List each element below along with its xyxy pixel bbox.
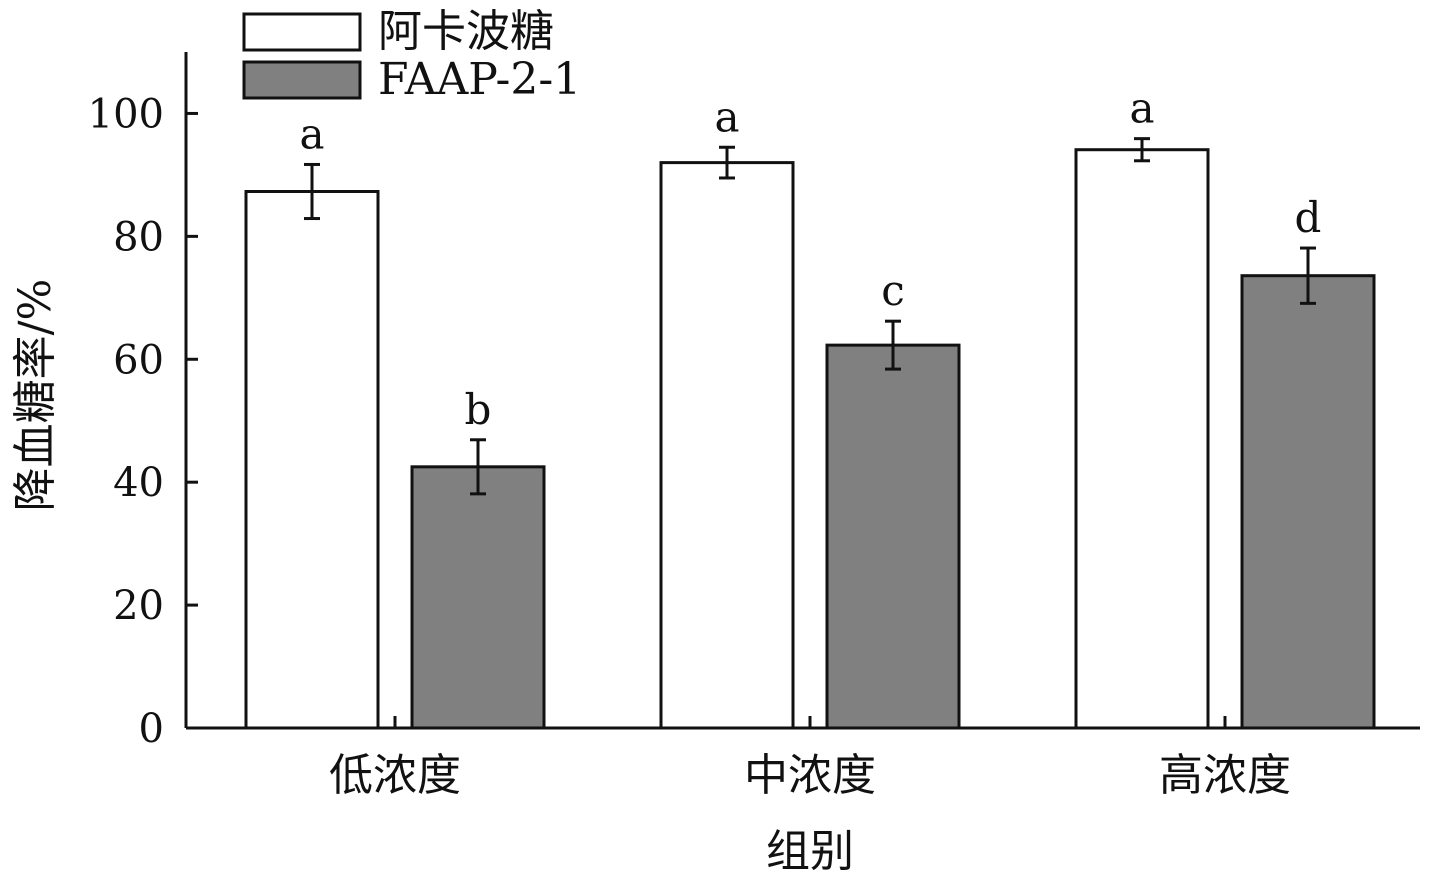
y-tick-label: 20 [113, 583, 164, 629]
bar [1240, 274, 1376, 730]
y-tick-label: 100 [88, 91, 164, 137]
x-tick-label: 低浓度 [329, 750, 461, 801]
axes: 0 20 40 60 80 100 [88, 52, 1420, 752]
y-tick-label: 40 [113, 460, 164, 506]
bar [1074, 148, 1210, 730]
legend-entry-label: 阿卡波糖 [378, 6, 554, 57]
bar [410, 465, 546, 730]
x-axis-label: 组别 [766, 826, 854, 877]
y-tick-label: 60 [113, 337, 164, 383]
significance-label: a [299, 109, 324, 158]
x-tick-label: 中浓度 [744, 750, 876, 801]
significance-label: b [465, 385, 492, 434]
significance-label: a [714, 92, 739, 141]
significance-label: d [1295, 193, 1322, 242]
y-axis-label: 降血糖率/% [10, 279, 61, 512]
significance-label: c [881, 266, 905, 315]
significance-label: a [1129, 84, 1154, 133]
bars: a b 低浓度 a c 中浓度 a d 高浓度 [244, 84, 1376, 801]
legend-swatch [242, 60, 362, 100]
bar [659, 161, 795, 730]
x-tick-label: 高浓度 [1159, 750, 1291, 801]
bar [244, 190, 380, 730]
y-tick-label: 0 [139, 706, 164, 752]
bar [825, 343, 961, 730]
y-tick-label: 80 [113, 214, 164, 260]
legend-swatch [242, 12, 362, 52]
legend-entry-label: FAAP-2-1 [378, 54, 581, 105]
